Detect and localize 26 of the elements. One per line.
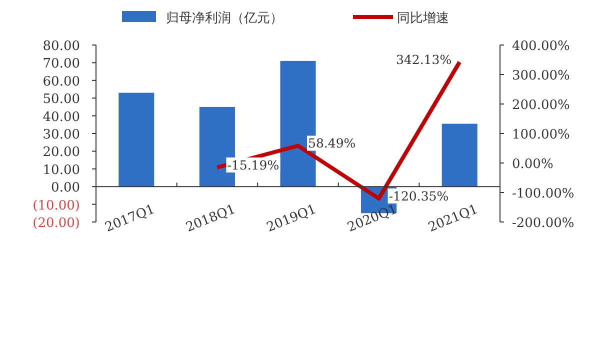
y-tick-label: 60.00 [42,74,80,90]
y-tick-label: 30.00 [42,128,80,142]
y2-tick-label: 300.00% [512,68,570,84]
y2-tick-label: 200.00% [512,98,570,113]
y2-tick-label: 0.00% [512,157,554,172]
y-tick-label: 40.00 [42,110,80,125]
legend-label: 归母净利润（亿元） [166,11,283,26]
data-label: -120.35% [388,188,449,204]
legend-label: 同比增速 [397,11,449,26]
y-tick-label: 50.00 [42,92,80,108]
y2-tick-label: -100.00% [512,186,574,202]
y2-tick-label: 100.00% [512,128,570,142]
y-tick-label: 0.00 [51,180,80,196]
y-tick-label: (10.00) [32,198,80,214]
bar [118,92,154,187]
y-tick-label: 80.00 [42,39,80,54]
y-tick-label: 70.00 [42,56,80,72]
data-label: 342.13% [396,52,452,68]
data-label: -15.19% [227,157,280,172]
y2-tick-label: -200.00% [512,216,574,231]
bar [442,124,478,187]
y-tick-label: (20.00) [32,216,80,231]
y-tick-label: 20.00 [42,145,80,160]
data-label: 58.49% [308,136,356,151]
y2-tick-label: 400.00% [512,39,570,54]
y-tick-label: 10.00 [42,162,80,178]
